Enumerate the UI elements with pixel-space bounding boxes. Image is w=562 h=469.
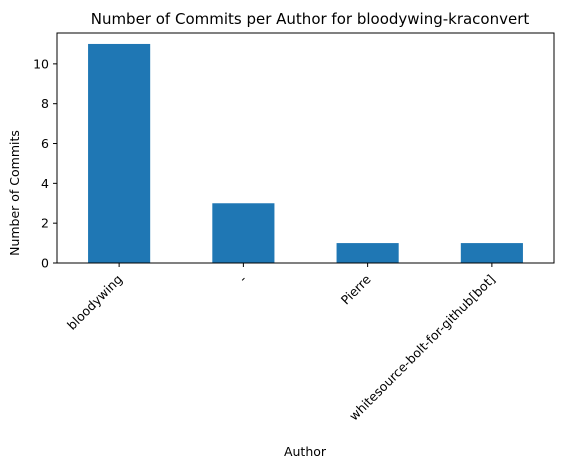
y-tick-label: 8	[41, 96, 49, 111]
x-tick-label: bloodywing	[64, 272, 125, 333]
plot-area: 0 2 4 6 8 10 bloodywing - Pierrewhitesource-bolt…	[33, 32, 555, 424]
chart-title: Number of Commits per Author for bloodyw…	[91, 10, 530, 28]
x-tick-label: -	[236, 272, 250, 286]
y-tick-label: 6	[41, 136, 49, 151]
x-tick-label: Pierre	[338, 271, 374, 307]
y-axis-label: Number of Commits	[7, 130, 22, 256]
bar	[212, 203, 275, 263]
y-tick-label: 0	[41, 256, 49, 271]
y-tick-label: 10	[33, 56, 49, 71]
x-tick-label: whitesource-bolt-for-github[bot]	[346, 272, 498, 424]
y-tick-label: 2	[41, 216, 49, 231]
x-axis-label: Author	[284, 444, 327, 459]
bar	[88, 43, 151, 264]
y-tick-label: 4	[41, 176, 49, 191]
plot-frame	[56, 32, 555, 264]
bar	[336, 243, 399, 263]
bar	[460, 243, 523, 263]
